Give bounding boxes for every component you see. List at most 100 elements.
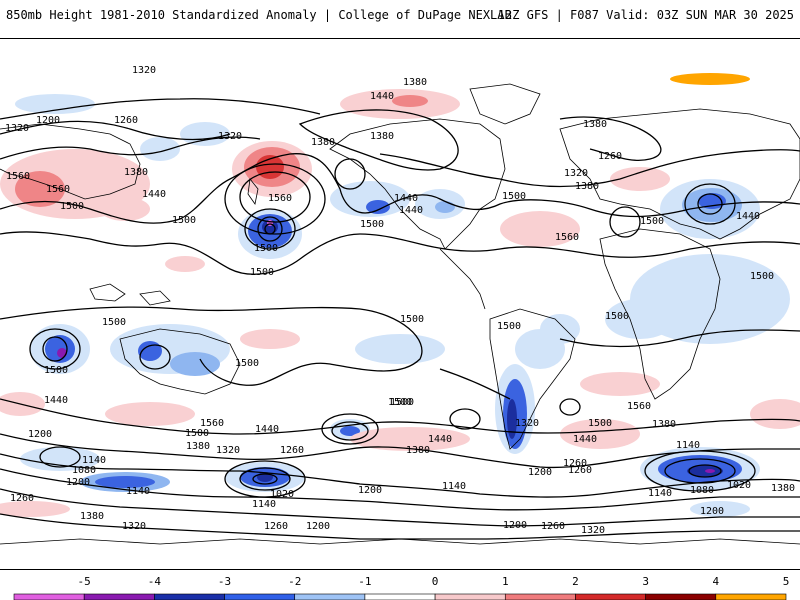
contour-label: 1560 xyxy=(6,171,30,182)
contour-label: 1260 xyxy=(568,465,592,476)
contour-label: 1320 xyxy=(581,525,605,536)
colorbar-tick-label: 3 xyxy=(642,575,649,588)
contour-label: 1500 xyxy=(102,317,126,328)
contour-label: 1560 xyxy=(268,193,292,204)
colorbar-segment xyxy=(434,593,506,600)
contour-label: 1500 xyxy=(750,271,774,282)
contour-label: 1080 xyxy=(690,485,714,496)
colorbar-tick-label: 2 xyxy=(572,575,579,588)
title-bar: 850mb Height 1981-2010 Standardized Anom… xyxy=(0,0,800,30)
contour-label: 1500 xyxy=(250,267,274,278)
contour-label: 1380 xyxy=(652,419,676,430)
contour-label: 1320 xyxy=(564,168,588,179)
colorbar-tick-label: -2 xyxy=(288,575,302,588)
contour-label: 1200 xyxy=(306,521,330,532)
contour-label: 1380 xyxy=(771,483,795,494)
contour-label: 1380 xyxy=(124,167,148,178)
contour-label: 1440 xyxy=(428,434,452,445)
contour-label: 1200 xyxy=(36,115,60,126)
contour-label: 1500 xyxy=(185,428,209,439)
colorbar-segment xyxy=(13,593,85,600)
colorbar-segment xyxy=(154,593,225,600)
colorbar-segment xyxy=(294,593,366,600)
colorbar-segment xyxy=(645,593,717,600)
contour-label: 1260 xyxy=(563,458,587,469)
contour-label: 1500 xyxy=(172,215,196,226)
contour-label: 1380 xyxy=(406,445,430,456)
contour-label: 1500 xyxy=(360,219,384,230)
contour-label: 1200 xyxy=(503,520,527,531)
contour-label: 1260 xyxy=(10,493,34,504)
colorbar-segment xyxy=(364,593,436,600)
contour-label: 1140 xyxy=(82,455,106,466)
map-panel: 1320 1380 1440 1200 1260 1320 1320 1380 … xyxy=(0,38,800,570)
contour-label: 1320 xyxy=(515,418,539,429)
contour-label: 1140 xyxy=(648,488,672,499)
contour-label: 1080 xyxy=(72,465,96,476)
colorbar xyxy=(13,593,787,600)
colorbar-tick-label: 5 xyxy=(782,575,790,588)
contour-label: 1260 xyxy=(541,521,565,532)
model-run-info: 12Z GFS | F087 Valid: 03Z SUN MAR 30 202… xyxy=(497,8,794,22)
contour-label: 1260 xyxy=(264,521,288,532)
contour-label: 1140 xyxy=(126,486,150,497)
contour-label: 1320 xyxy=(218,131,242,142)
colorbar-tick-label: -4 xyxy=(147,575,161,588)
contour-label: 1440 xyxy=(44,395,68,406)
colorbar-segment xyxy=(224,593,296,600)
colorbar-tick-label: -3 xyxy=(217,575,232,588)
contour-label: 1440 xyxy=(399,205,423,216)
contour-label: 1500 xyxy=(390,397,414,408)
contour-label: 1440 xyxy=(573,434,597,445)
contour-label: 1380 xyxy=(186,441,210,452)
contour-label: 1140 xyxy=(676,440,700,451)
map-title: 850mb Height 1981-2010 Standardized Anom… xyxy=(6,8,512,22)
contour-label: 1260 xyxy=(280,445,304,456)
contour-label: 1500 xyxy=(497,321,521,332)
height-contours xyxy=(0,98,800,540)
colorbar-segment xyxy=(575,593,646,600)
contour-label: 1560 xyxy=(555,232,579,243)
contour-label: 1380 xyxy=(80,511,104,522)
contour-label: 1380 xyxy=(583,119,607,130)
contour-label: 1320 xyxy=(132,65,156,76)
contour-label: 1440 xyxy=(736,211,760,222)
contour-label: 1500 xyxy=(502,191,526,202)
colorbar-tick-label: 0 xyxy=(431,575,439,588)
contour-label: 1500 xyxy=(235,358,259,369)
contour-label: 1440 xyxy=(255,424,279,435)
colorbar-segments xyxy=(13,593,787,600)
contour-label: 1380 xyxy=(403,77,427,88)
colorbar-segment xyxy=(715,593,787,600)
land-outlines xyxy=(0,83,800,545)
colorbar-tick-label: 1 xyxy=(501,575,509,588)
contour-label: 1020 xyxy=(270,489,294,500)
positive-anomaly-shading xyxy=(0,73,800,517)
contour-label: 1200 xyxy=(28,429,52,440)
contour-label: 1500 xyxy=(400,314,424,325)
contour-label: 1500 xyxy=(588,418,612,429)
contour-label: 1380 xyxy=(311,137,335,148)
contour-labels: 1320 1380 1440 1200 1260 1320 1320 1380 … xyxy=(5,65,795,536)
contour-label: 1140 xyxy=(252,499,276,510)
contour-label: 1260 xyxy=(114,115,138,126)
contour-label: 1200 xyxy=(700,506,724,517)
contour-label: 1440 xyxy=(142,189,166,200)
contour-label: 1440 xyxy=(394,193,418,204)
colorbar-tick-label: -1 xyxy=(358,575,372,588)
contour-label: 1440 xyxy=(370,91,394,102)
contour-label: 1260 xyxy=(598,151,622,162)
colorbar-tick-label: 4 xyxy=(712,575,720,588)
colorbar-segment xyxy=(504,593,576,600)
contour-label: 1560 xyxy=(46,184,70,195)
contour-label: 1500 xyxy=(605,311,629,322)
contour-label: 1560 xyxy=(627,401,651,412)
contour-label: 1500 xyxy=(254,243,278,254)
colorbar-segment xyxy=(83,593,155,600)
anomaly-map: 1320 1380 1440 1200 1260 1320 1320 1380 … xyxy=(0,65,800,545)
contour-label: 1200 xyxy=(358,485,382,496)
contour-label: 1020 xyxy=(727,480,751,491)
contour-label: 1320 xyxy=(216,445,240,456)
colorbar-tick-label: -5 xyxy=(77,575,91,588)
contour-label: 1200 xyxy=(528,467,552,478)
